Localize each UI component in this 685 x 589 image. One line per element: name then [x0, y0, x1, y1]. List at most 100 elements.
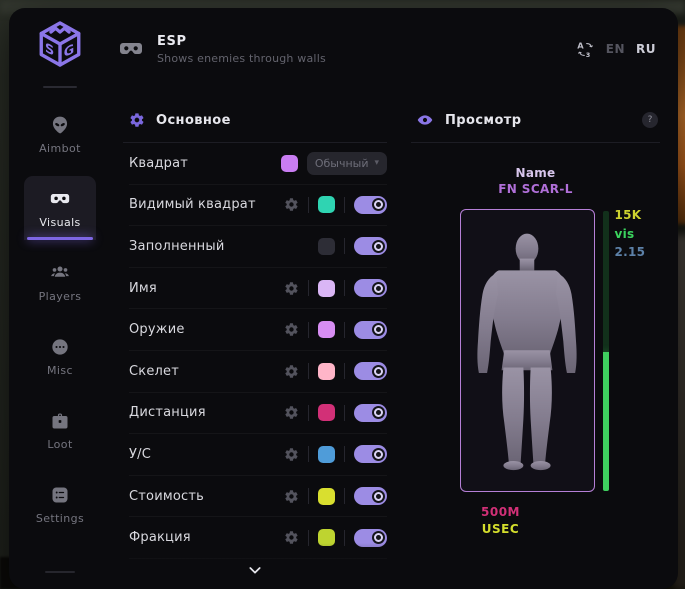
settings-list: Квадрат Обычный ▾ Видимый квадрат Заполн…: [121, 143, 389, 559]
separator: [344, 529, 345, 546]
chevron-down-icon[interactable]: [244, 562, 266, 578]
separator: [308, 488, 309, 505]
sidebar-item-label: Loot: [47, 438, 73, 451]
goggles-icon: [50, 189, 70, 209]
gear-icon[interactable]: [284, 530, 299, 545]
esp-distance-label: 500M: [481, 505, 520, 520]
page-title: ESP: [157, 33, 187, 49]
gear-icon[interactable]: [284, 197, 299, 212]
svg-text:A: A: [577, 40, 584, 50]
setting-controls: [284, 487, 387, 506]
separator: [344, 446, 345, 463]
setting-controls: [284, 362, 387, 381]
setting-label: Фракция: [129, 530, 191, 546]
gear-icon[interactable]: [284, 489, 299, 504]
toggle-switch[interactable]: [354, 362, 387, 381]
setting-label: Скелет: [129, 363, 180, 379]
preview-section-header: Просмотр ?: [409, 102, 662, 138]
svg-text:S: S: [45, 40, 54, 60]
sidebar-item-misc[interactable]: Misc: [24, 324, 96, 388]
sidebar-item-label: Misc: [47, 364, 73, 377]
panels: Основное Квадрат Обычный ▾ Видимый квадр…: [111, 86, 678, 589]
color-swatch[interactable]: [318, 529, 335, 547]
separator: [308, 404, 309, 421]
setting-row: У/С: [129, 434, 387, 476]
toggle-switch[interactable]: [354, 279, 387, 298]
cheat-menu-window: S G Aimbot Visuals Players Misc Loot Set…: [9, 8, 678, 589]
eye-icon: [417, 112, 434, 129]
sidebar-bottom-divider: [45, 571, 75, 573]
color-swatch[interactable]: [280, 154, 298, 172]
toggle-switch[interactable]: [354, 237, 387, 256]
sidebar: S G Aimbot Visuals Players Misc Loot Set…: [9, 8, 111, 589]
toggle-switch[interactable]: [354, 403, 387, 422]
health-bar-fill: [602, 352, 609, 492]
toggle-switch[interactable]: [354, 487, 387, 506]
separator: [308, 280, 309, 297]
toggle-switch[interactable]: [354, 320, 387, 339]
sidebar-item-aimbot[interactable]: Aimbot: [24, 102, 96, 166]
app-logo: S G: [35, 18, 85, 70]
separator: [308, 363, 309, 380]
settings-section-header: Основное: [121, 102, 389, 138]
toggle-switch[interactable]: [354, 195, 387, 214]
color-swatch[interactable]: [318, 279, 335, 297]
language-option-en[interactable]: EN: [605, 42, 626, 56]
esp-stat-label: vis: [614, 226, 635, 241]
setting-row: Фракция: [129, 517, 387, 559]
color-swatch[interactable]: [318, 196, 335, 214]
toggle-knob: [371, 198, 385, 212]
chevron-down-icon: ▾: [374, 158, 379, 169]
language-option-ru[interactable]: RU: [636, 42, 656, 56]
color-swatch[interactable]: [318, 237, 335, 255]
color-swatch[interactable]: [318, 321, 335, 339]
gear-icon[interactable]: [284, 281, 299, 296]
gear-icon[interactable]: [284, 447, 299, 462]
setting-controls: [318, 237, 387, 256]
sidebar-item-settings[interactable]: Settings: [24, 472, 96, 536]
gear-icon[interactable]: [284, 405, 299, 420]
separator: [308, 446, 309, 463]
gear-icon[interactable]: [284, 322, 299, 337]
preview-stage: 15K vis 2.15: [436, 208, 645, 495]
section-divider: [123, 142, 387, 143]
sidebar-item-label: Players: [38, 290, 82, 303]
setting-controls: [284, 528, 387, 547]
toggle-switch[interactable]: [354, 528, 387, 547]
setting-label: Дистанция: [129, 405, 206, 421]
separator: [344, 488, 345, 505]
sidebar-item-label: Aimbot: [39, 142, 81, 155]
players-icon: [50, 263, 70, 283]
separator: [344, 321, 345, 338]
svg-text:G: G: [64, 41, 74, 61]
alien-icon: [50, 115, 70, 135]
gear-icon[interactable]: [284, 364, 299, 379]
language-options: EN RU: [606, 42, 656, 56]
sidebar-item-loot[interactable]: Loot: [24, 398, 96, 462]
separator: [344, 238, 345, 255]
toggle-switch[interactable]: [354, 445, 387, 464]
help-icon[interactable]: ?: [642, 112, 658, 128]
toggle-knob: [371, 323, 385, 337]
app-titles: ESP Shows enemies through walls: [157, 34, 326, 65]
sidebar-item-visuals[interactable]: Visuals: [24, 176, 96, 240]
color-swatch[interactable]: [318, 362, 335, 380]
color-swatch[interactable]: [318, 445, 335, 463]
preview-labels: Name FN SCAR-L: [409, 165, 662, 197]
chat-icon: [50, 337, 70, 357]
separator: [344, 280, 345, 297]
sidebar-item-label: Settings: [35, 512, 85, 525]
style-dropdown[interactable]: Обычный ▾: [306, 151, 387, 175]
setting-label: Видимый квадрат: [129, 197, 256, 213]
color-swatch[interactable]: [318, 404, 335, 422]
scroll-more: [121, 562, 389, 578]
toggle-knob: [371, 239, 385, 253]
sidebar-item-players[interactable]: Players: [24, 250, 96, 314]
setting-label: Заполненный: [129, 238, 225, 254]
setting-row: Скелет: [129, 351, 387, 393]
esp-faction-label: USEC: [481, 522, 520, 537]
color-swatch[interactable]: [318, 487, 335, 505]
